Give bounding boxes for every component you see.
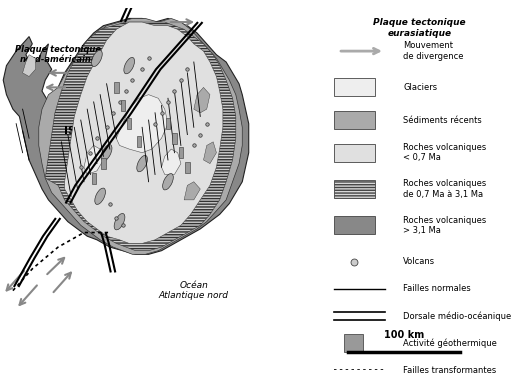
- Text: Océan
Atlantique nord: Océan Atlantique nord: [159, 281, 229, 300]
- Polygon shape: [84, 146, 103, 175]
- Text: Failles normales: Failles normales: [403, 284, 471, 293]
- Text: Failles transformantes: Failles transformantes: [403, 366, 497, 375]
- Polygon shape: [3, 19, 249, 254]
- Ellipse shape: [163, 174, 173, 190]
- Bar: [172, 133, 177, 144]
- Text: Glaciers: Glaciers: [403, 83, 437, 92]
- Polygon shape: [194, 87, 210, 113]
- Ellipse shape: [114, 214, 125, 230]
- Bar: [334, 111, 375, 129]
- Bar: [127, 118, 131, 129]
- Text: Plaque tectonique
eurasiatique: Plaque tectonique eurasiatique: [373, 19, 466, 38]
- Bar: [185, 162, 190, 173]
- Polygon shape: [162, 149, 181, 175]
- Bar: [334, 180, 375, 198]
- Ellipse shape: [124, 57, 134, 74]
- Bar: [344, 334, 363, 352]
- Text: 100 km: 100 km: [384, 330, 424, 339]
- Bar: [92, 173, 96, 184]
- Ellipse shape: [95, 188, 105, 204]
- Polygon shape: [65, 22, 223, 243]
- Ellipse shape: [101, 144, 112, 161]
- Bar: [179, 147, 183, 158]
- Bar: [137, 136, 141, 147]
- Bar: [334, 144, 375, 162]
- Text: Volcans: Volcans: [403, 257, 435, 266]
- Polygon shape: [204, 142, 216, 164]
- Text: Dorsale médio-océanique: Dorsale médio-océanique: [403, 311, 512, 321]
- Text: Sédiments récents: Sédiments récents: [403, 116, 482, 125]
- Polygon shape: [39, 19, 242, 254]
- Bar: [334, 216, 375, 234]
- Polygon shape: [184, 182, 200, 200]
- Polygon shape: [45, 22, 236, 251]
- Ellipse shape: [92, 50, 102, 67]
- Polygon shape: [22, 55, 35, 76]
- Text: ISLANDE: ISLANDE: [64, 126, 117, 136]
- Text: Roches volcaniques
de 0,7 Ma à 3,1 Ma: Roches volcaniques de 0,7 Ma à 3,1 Ma: [403, 179, 487, 199]
- Bar: [121, 100, 125, 111]
- Bar: [114, 82, 119, 93]
- Text: Mouvement
de divergence: Mouvement de divergence: [403, 42, 464, 61]
- Text: Plaque tectonique
nord-américaine: Plaque tectonique nord-américaine: [15, 45, 101, 64]
- Ellipse shape: [137, 155, 147, 172]
- Bar: [102, 158, 106, 169]
- Polygon shape: [116, 94, 168, 153]
- Bar: [166, 118, 170, 129]
- Text: Activité géothermique: Activité géothermique: [403, 338, 497, 348]
- Text: Roches volcaniques
< 0,7 Ma: Roches volcaniques < 0,7 Ma: [403, 143, 487, 163]
- Bar: [334, 78, 375, 96]
- Text: Roches volcaniques
> 3,1 Ma: Roches volcaniques > 3,1 Ma: [403, 215, 487, 235]
